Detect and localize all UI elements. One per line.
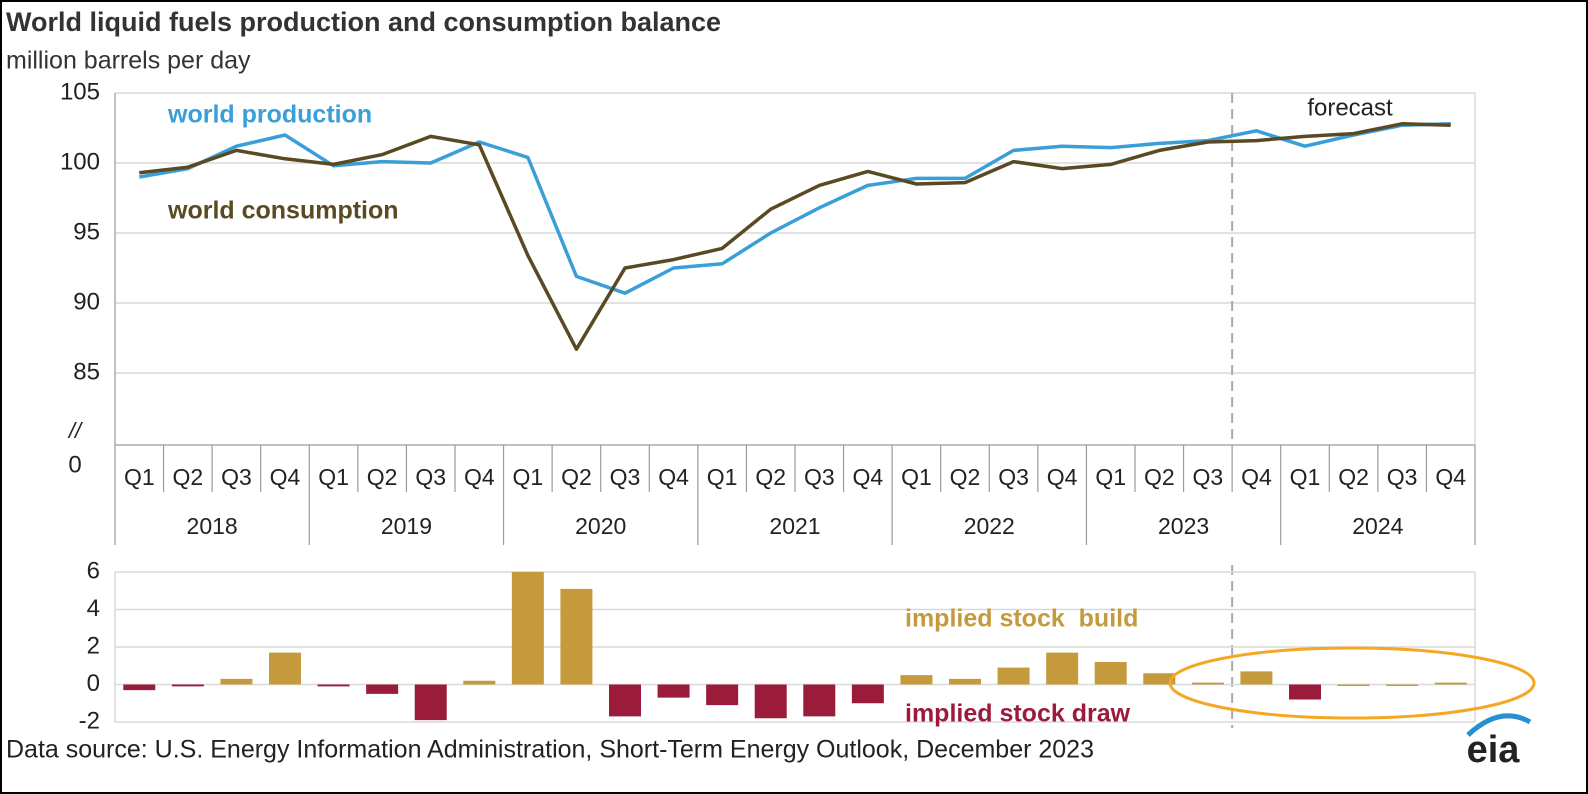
year-label: 2018	[187, 513, 238, 539]
x-tick-label: Q1	[1290, 464, 1321, 490]
x-tick-label: Q2	[950, 464, 981, 490]
bar	[317, 684, 350, 687]
x-tick-label: Q1	[901, 464, 932, 490]
x-tick-label: Q3	[1193, 464, 1224, 490]
bar	[1386, 684, 1419, 686]
chart-subtitle: million barrels per day	[6, 47, 251, 75]
bar	[1289, 684, 1321, 700]
logo-swoosh	[1466, 713, 1532, 737]
x-tick-label: Q3	[610, 464, 641, 490]
y-tick-label: 90	[73, 288, 100, 315]
bar	[851, 684, 884, 704]
x-tick-label: Q1	[124, 464, 155, 490]
y-tick-label: 2	[87, 632, 100, 659]
series-label: implied stock draw	[905, 700, 1131, 728]
x-tick-label: Q4	[1435, 464, 1466, 490]
bar	[754, 684, 787, 719]
x-tick-label: Q2	[561, 464, 592, 490]
x-tick-label: Q4	[1241, 464, 1272, 490]
bar	[609, 684, 641, 717]
year-label: 2020	[575, 513, 626, 539]
y-tick-label: 6	[87, 557, 100, 584]
x-tick-label: Q1	[513, 464, 544, 490]
x-tick-label: Q4	[853, 464, 884, 490]
bar	[1191, 682, 1224, 685]
x-tick-label: Q2	[173, 464, 204, 490]
chart-title: World liquid fuels production and consum…	[6, 7, 721, 37]
bar	[171, 684, 204, 687]
y-tick-label: 85	[73, 358, 100, 385]
x-tick-label: Q4	[1047, 464, 1078, 490]
year-label: 2019	[381, 513, 432, 539]
legend-label: world production	[167, 101, 372, 129]
y-tick-label: 105	[60, 78, 100, 105]
bar	[123, 684, 156, 691]
bar	[657, 684, 690, 698]
x-tick-label: Q1	[318, 464, 349, 490]
x-tick-label: Q3	[415, 464, 446, 490]
series-label: implied stock build	[905, 605, 1138, 633]
y-tick-label: 4	[87, 595, 100, 622]
bar	[1337, 684, 1370, 686]
year-label: 2021	[769, 513, 820, 539]
data-line	[138, 122, 1451, 295]
y-tick-label: 95	[73, 218, 100, 245]
x-tick-label: Q2	[367, 464, 398, 490]
x-tick-label: Q1	[1095, 464, 1126, 490]
x-tick-label: Q4	[464, 464, 495, 490]
x-tick-label: Q3	[804, 464, 835, 490]
bar	[1094, 662, 1127, 685]
bar	[366, 684, 399, 694]
bar	[463, 680, 496, 685]
bar	[949, 678, 981, 685]
x-tick-label: Q4	[658, 464, 689, 490]
bar	[269, 652, 301, 685]
bar	[1240, 671, 1273, 685]
legend-label: world consumption	[167, 197, 399, 225]
axis-base-label: 0	[68, 451, 81, 478]
bar	[560, 588, 593, 685]
data-line	[139, 122, 1451, 351]
bar	[997, 667, 1030, 685]
bar	[803, 684, 836, 717]
year-label: 2022	[964, 513, 1015, 539]
source-note: Data source: U.S. Energy Information Adm…	[6, 736, 1094, 764]
x-tick-label: Q3	[998, 464, 1029, 490]
bar	[1143, 673, 1176, 685]
bar	[511, 572, 544, 685]
y-tick-label: 0	[87, 670, 100, 697]
bar	[1434, 682, 1467, 685]
axis-break: //	[67, 418, 83, 443]
x-tick-label: Q3	[1387, 464, 1418, 490]
year-label: 2023	[1158, 513, 1209, 539]
x-tick-label: Q1	[707, 464, 738, 490]
logo: eia	[1467, 729, 1521, 771]
x-tick-label: Q2	[1338, 464, 1369, 490]
bar	[220, 678, 253, 685]
y-tick-label: 100	[60, 148, 100, 175]
y-tick-label: -2	[79, 707, 100, 734]
bar	[414, 684, 447, 721]
x-tick-label: Q4	[270, 464, 301, 490]
highlight-ellipse	[1168, 646, 1536, 720]
bar	[706, 684, 739, 706]
x-tick-label: Q2	[1144, 464, 1175, 490]
year-label: 2024	[1352, 513, 1403, 539]
bar	[1046, 652, 1079, 685]
x-tick-label: Q3	[221, 464, 252, 490]
forecast-label: forecast	[1307, 94, 1393, 121]
x-tick-label: Q2	[755, 464, 786, 490]
bar	[900, 675, 933, 685]
